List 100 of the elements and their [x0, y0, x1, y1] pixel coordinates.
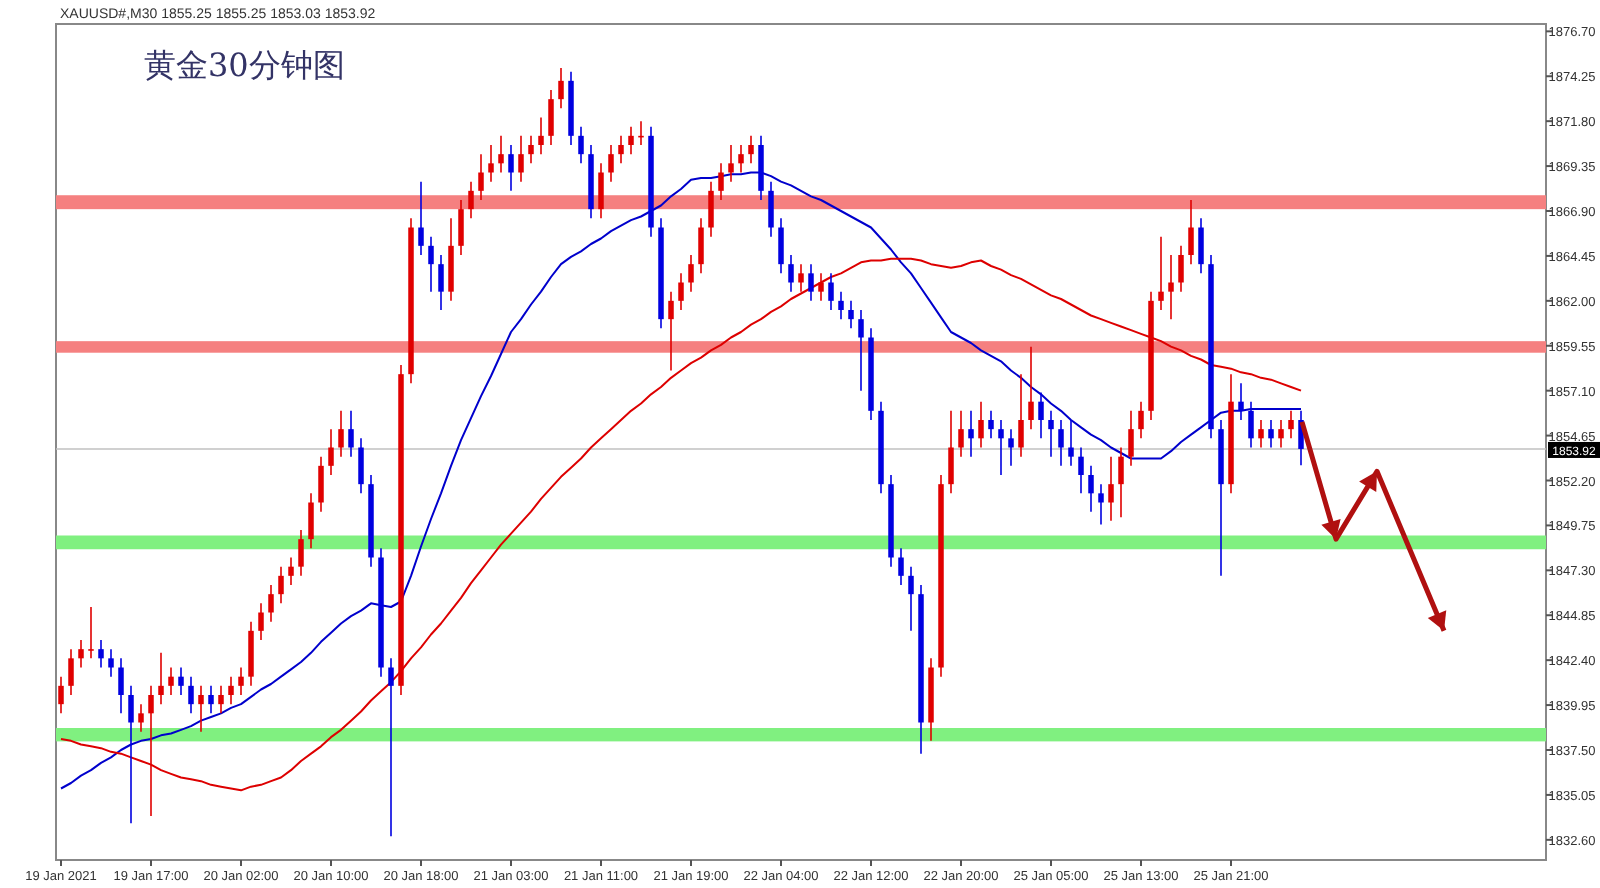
- candlestick: [808, 263, 814, 302]
- candlestick: [958, 410, 964, 458]
- candlestick: [758, 135, 764, 201]
- candlestick: [178, 666, 184, 696]
- candlestick: [1018, 373, 1024, 458]
- candlestick: [998, 419, 1004, 476]
- candlestick: [358, 437, 364, 495]
- candlestick: [578, 125, 584, 165]
- candlestick: [278, 565, 284, 605]
- candlestick: [438, 254, 444, 311]
- candlestick: [1088, 465, 1094, 513]
- candlestick: [1158, 235, 1164, 311]
- candlestick: [948, 410, 954, 495]
- candlestick: [188, 675, 194, 715]
- candlestick: [298, 529, 304, 577]
- candlestick: [668, 290, 674, 372]
- candlestick: [248, 620, 254, 687]
- candlestick: [1078, 446, 1084, 495]
- candlestick: [1238, 382, 1244, 421]
- candlestick: [1198, 217, 1204, 275]
- candlestick: [988, 410, 994, 440]
- candlestick: [198, 685, 204, 733]
- candlestick: [798, 263, 804, 293]
- candlestick: [238, 666, 244, 696]
- candlestick: [208, 685, 214, 715]
- candlestick: [468, 180, 474, 220]
- candlestick: [608, 144, 614, 183]
- candlestick: [748, 135, 754, 165]
- candlestick: [968, 410, 974, 458]
- candlestick: [788, 254, 794, 293]
- candlestick: [58, 675, 64, 715]
- candlestick: [508, 144, 514, 192]
- candlestick: [428, 235, 434, 293]
- candlestick: [1168, 254, 1174, 320]
- candlestick: [1048, 410, 1054, 458]
- candlestick: [388, 657, 394, 837]
- candlestick: [728, 144, 734, 183]
- candlestick: [338, 410, 344, 458]
- candlestick: [168, 666, 174, 696]
- candlestick: [308, 492, 314, 550]
- candlestick: [318, 455, 324, 513]
- candlestick: [558, 67, 564, 110]
- candlestick: [328, 428, 334, 476]
- candlestick: [348, 410, 354, 458]
- candlestick: [228, 675, 234, 705]
- candlestick: [818, 272, 824, 302]
- candlestick: [528, 135, 534, 165]
- candlestick: [698, 217, 704, 275]
- candlestick: [598, 162, 604, 220]
- candlestick: [548, 89, 554, 146]
- candlestick: [288, 556, 294, 586]
- candlestick: [88, 606, 94, 660]
- candlestick: [218, 685, 224, 715]
- candlestick: [708, 180, 714, 238]
- candlestick: [848, 300, 854, 330]
- candlestick: [1098, 483, 1104, 526]
- candlestick: [448, 217, 454, 302]
- candlestick: [1138, 400, 1144, 440]
- candlestick: [978, 400, 984, 449]
- candlestick: [718, 162, 724, 201]
- candlestick: [108, 648, 114, 678]
- candlestick: [838, 290, 844, 320]
- text: 黄金30分钟图: [144, 46, 345, 84]
- candlestick: [1118, 446, 1124, 518]
- candlestick: [488, 144, 494, 183]
- candlestick: [1108, 455, 1114, 522]
- candlestick: [458, 199, 464, 256]
- candlestick: [768, 180, 774, 238]
- candlestick: [1288, 410, 1294, 440]
- candlestick: [518, 135, 524, 183]
- candlestick: [688, 254, 694, 293]
- candlestick: [128, 685, 134, 825]
- candlestick: [1268, 419, 1274, 449]
- candlestick: [118, 657, 124, 715]
- candlestick: [778, 217, 784, 275]
- candlestick: [538, 116, 544, 155]
- candlestick: [1028, 345, 1034, 430]
- candlestick: [908, 565, 914, 632]
- candlestick: [98, 639, 104, 669]
- candlestick: [268, 584, 274, 623]
- candlestick: [1008, 428, 1014, 467]
- candlestick: [1248, 400, 1254, 449]
- candlestick: [498, 135, 504, 174]
- candlestick: [678, 272, 684, 311]
- candlestick: [1128, 410, 1134, 467]
- candlestick: [78, 639, 84, 669]
- candlestick: [1188, 199, 1194, 265]
- candlestick: [1058, 419, 1064, 467]
- candlestick: [1068, 419, 1074, 467]
- candlestick: [478, 153, 484, 201]
- candlestick: [628, 125, 634, 155]
- candlestick: [618, 135, 624, 165]
- candlestick: [858, 309, 864, 392]
- candlestick: [138, 703, 144, 733]
- candlestick: [68, 648, 74, 696]
- candlestick: [828, 272, 834, 311]
- candlestick: [1278, 419, 1284, 449]
- candlestick: [898, 547, 904, 586]
- candlestick: [1178, 245, 1184, 293]
- candlestick: [1258, 419, 1264, 449]
